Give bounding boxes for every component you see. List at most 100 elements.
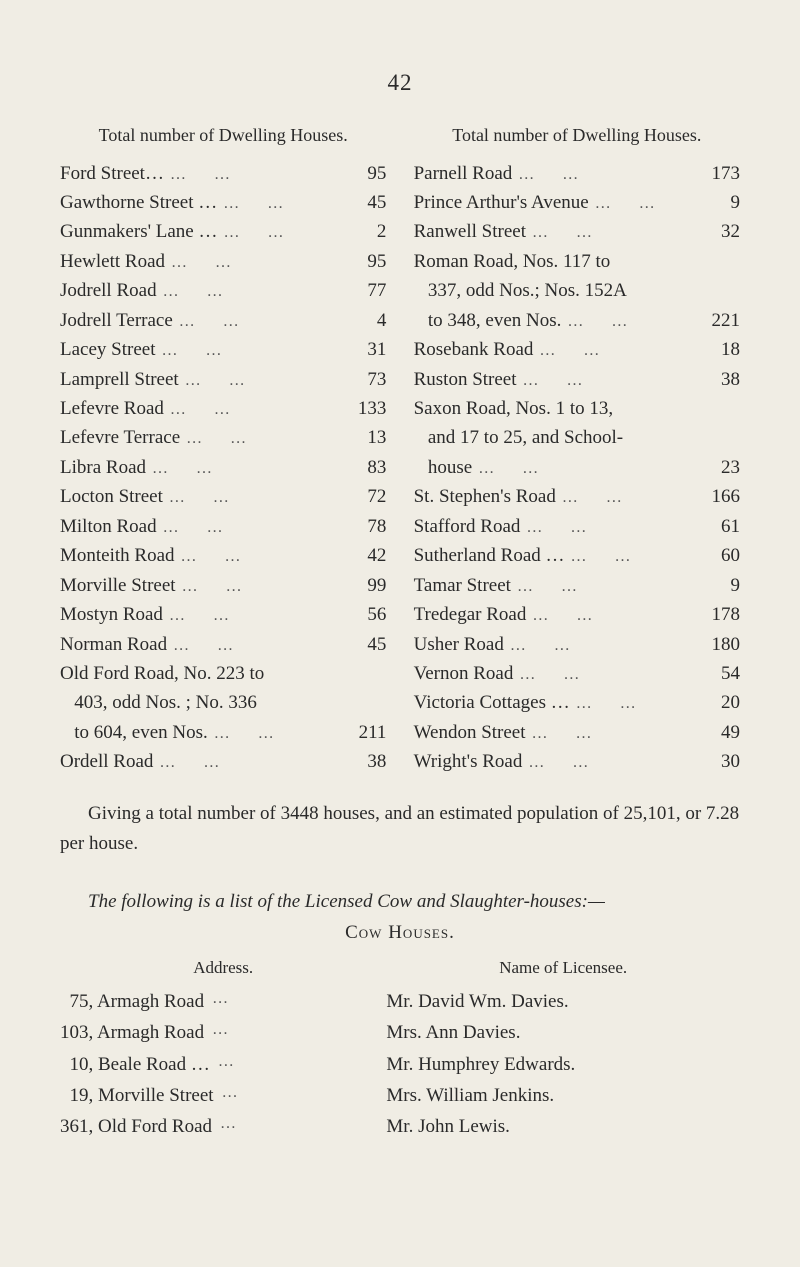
name-header: Name of Licensee. xyxy=(386,954,740,982)
table-row: Ruston Street… …38 xyxy=(414,365,740,394)
row-value: 72 xyxy=(342,482,386,511)
right-column-header: Total number of Dwelling Houses. xyxy=(414,124,740,147)
table-row: Libra Road… …83 xyxy=(60,453,386,482)
table-row: Monteith Road… …42 xyxy=(60,541,386,570)
table-row: Old Ford Road, No. 223 to xyxy=(60,659,386,688)
row-dots: … … xyxy=(504,634,696,659)
page: 42 Total number of Dwelling Houses. Ford… xyxy=(0,0,800,1267)
row-value: 9 xyxy=(696,571,740,600)
licensee-name: Mr. John Lewis. xyxy=(386,1111,740,1142)
row-label: Jodrell Road xyxy=(60,276,157,305)
row-value: 9 xyxy=(696,188,740,217)
table-row: Locton Street… …72 xyxy=(60,482,386,511)
licensee-table: Address. 75, Armagh Road…103, Armagh Roa… xyxy=(60,954,740,1143)
licensee-name: Mr. David Wm. Davies. xyxy=(386,986,740,1017)
row-value: 32 xyxy=(696,217,740,246)
table-row: Ranwell Street… …32 xyxy=(414,217,740,246)
table-row: Wright's Road… …30 xyxy=(414,747,740,776)
row-dots: … … xyxy=(164,398,342,423)
table-row: Saxon Road, Nos. 1 to 13, xyxy=(414,394,740,423)
row-dots: … … xyxy=(146,457,342,482)
row-dots: … xyxy=(204,1017,386,1048)
row-dots: … … xyxy=(176,575,343,600)
row-label: Old Ford Road, No. 223 to xyxy=(60,659,264,688)
row-dots: … xyxy=(204,986,386,1017)
row-dots: … … xyxy=(512,163,696,188)
row-value: 42 xyxy=(342,541,386,570)
row-label: Locton Street xyxy=(60,482,163,511)
right-column: Total number of Dwelling Houses. Parnell… xyxy=(414,124,740,777)
table-row: Tamar Street… …9 xyxy=(414,571,740,600)
table-row: and 17 to 25, and School- xyxy=(414,423,740,452)
row-dots: … … xyxy=(163,604,342,629)
row-value: 54 xyxy=(696,659,740,688)
row-label: Stafford Road xyxy=(414,512,521,541)
row-label: Jodrell Terrace xyxy=(60,306,173,335)
address-text: 10, Beale Road … xyxy=(60,1049,210,1080)
table-row: Ford Street…… …95 xyxy=(60,159,386,188)
row-label: Gawthorne Street … xyxy=(60,188,217,217)
row-label: Ordell Road xyxy=(60,747,153,776)
row-value: 221 xyxy=(696,306,740,335)
table-row: Vernon Road… …54 xyxy=(414,659,740,688)
row-value: 60 xyxy=(696,541,740,570)
licensee-name: Mrs. William Jenkins. xyxy=(386,1080,740,1111)
row-value: 180 xyxy=(696,630,740,659)
table-row: Lamprell Street… …73 xyxy=(60,365,386,394)
row-value: 23 xyxy=(696,453,740,482)
row-label: Lefevre Terrace xyxy=(60,423,180,452)
subheading: The following is a list of the Licensed … xyxy=(60,887,740,917)
row-dots: … … xyxy=(526,221,696,246)
left-rows-container: Ford Street…… …95Gawthorne Street …… …45… xyxy=(60,159,386,777)
row-label: Tamar Street xyxy=(414,571,511,600)
row-label: Mostyn Road xyxy=(60,600,163,629)
row-dots: … … xyxy=(526,604,696,629)
row-label: Ranwell Street xyxy=(414,217,526,246)
row-dots: … … xyxy=(157,280,343,305)
summary-paragraph: Giving a total number of 3448 houses, an… xyxy=(60,799,740,860)
table-row: Sutherland Road …… …60 xyxy=(414,541,740,570)
table-row: 337, odd Nos.; Nos. 152A xyxy=(414,276,740,305)
row-value: 38 xyxy=(696,365,740,394)
table-row: Ordell Road… …38 xyxy=(60,747,386,776)
row-label: Lefevre Road xyxy=(60,394,164,423)
address-rows: 75, Armagh Road…103, Armagh Road… 10, Be… xyxy=(60,986,386,1143)
row-dots: … … xyxy=(208,722,343,747)
table-row: Gunmakers' Lane …… …2 xyxy=(60,217,386,246)
row-dots: … … xyxy=(513,663,696,688)
row-dots: … … xyxy=(511,575,696,600)
row-dots: … … xyxy=(180,427,342,452)
address-row: 103, Armagh Road… xyxy=(60,1017,386,1048)
row-value: 95 xyxy=(342,247,386,276)
row-value: 173 xyxy=(696,159,740,188)
row-dots: … … xyxy=(175,545,343,570)
row-value: 49 xyxy=(696,718,740,747)
address-text: 361, Old Ford Road xyxy=(60,1111,212,1142)
table-row: Gawthorne Street …… …45 xyxy=(60,188,386,217)
row-value: 133 xyxy=(342,394,386,423)
address-text: 19, Morville Street xyxy=(60,1080,214,1111)
row-value: 20 xyxy=(696,688,740,717)
row-label: Saxon Road, Nos. 1 to 13, xyxy=(414,394,614,423)
row-label: Monteith Road xyxy=(60,541,175,570)
row-label: and 17 to 25, and School- xyxy=(414,423,624,452)
row-dots: … … xyxy=(472,457,696,482)
row-dots: … … xyxy=(163,486,343,511)
row-dots: … … xyxy=(526,722,696,747)
table-row: Tredegar Road… …178 xyxy=(414,600,740,629)
row-dots: … … xyxy=(556,486,696,511)
table-row: 403, odd Nos. ; No. 336 xyxy=(60,688,386,717)
address-text: 75, Armagh Road xyxy=(60,986,204,1017)
row-label: Ruston Street xyxy=(414,365,517,394)
licensee-name-column: Name of Licensee. Mr. David Wm. Davies. M… xyxy=(386,954,740,1143)
table-row: house… …23 xyxy=(414,453,740,482)
row-label: Wendon Street xyxy=(414,718,526,747)
table-row: Morville Street… …99 xyxy=(60,571,386,600)
row-value: 211 xyxy=(342,718,386,747)
row-dots: … … xyxy=(589,192,696,217)
row-label: Norman Road xyxy=(60,630,167,659)
table-row: Usher Road… …180 xyxy=(414,630,740,659)
row-value: 178 xyxy=(696,600,740,629)
table-row: Stafford Road… …61 xyxy=(414,512,740,541)
row-value: 31 xyxy=(342,335,386,364)
